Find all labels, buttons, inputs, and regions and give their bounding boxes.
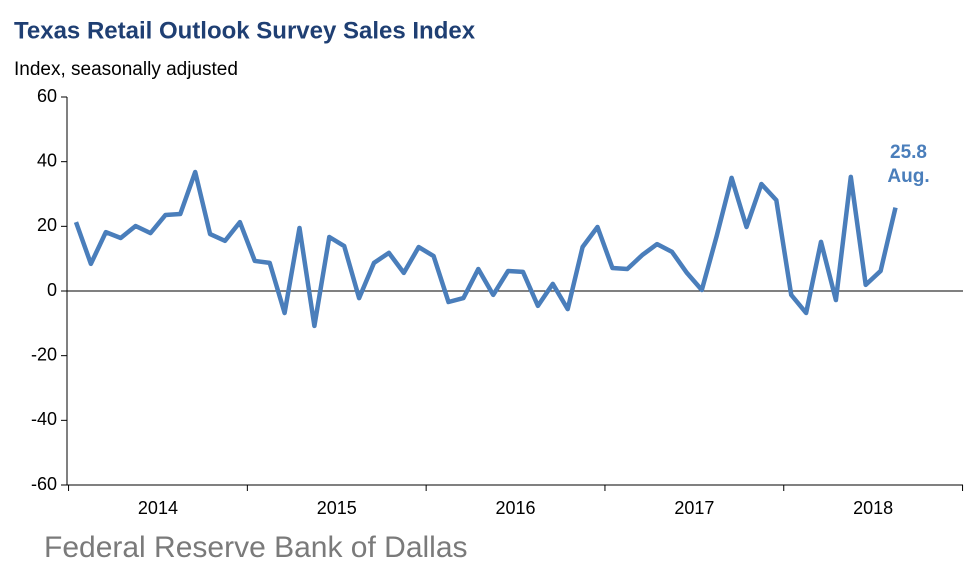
y-tick-label: -20 (31, 344, 57, 364)
y-axis-label: Index, seasonally adjusted (14, 59, 238, 80)
x-tick-label: 2016 (496, 498, 536, 518)
annotation: Aug. (887, 166, 929, 187)
y-tick-label: 0 (47, 280, 57, 300)
y-tick-label: 40 (37, 150, 57, 170)
source: Federal Reserve Bank of Dallas (44, 531, 468, 564)
x-tick-label: 2017 (674, 498, 714, 518)
x-tick-label: 2015 (317, 498, 357, 518)
y-tick-label: 60 (37, 86, 57, 106)
x-tick-label: 2018 (853, 498, 893, 518)
y-tick-label: 20 (37, 215, 57, 235)
x-tick-label: 2014 (138, 498, 178, 518)
value-label: 25.8 (890, 142, 927, 163)
y-tick-label: -60 (31, 474, 57, 494)
chart-title: Texas Retail Outlook Survey Sales Index (14, 17, 476, 44)
data-line (73, 169, 898, 329)
y-tick-label: -40 (31, 409, 57, 429)
